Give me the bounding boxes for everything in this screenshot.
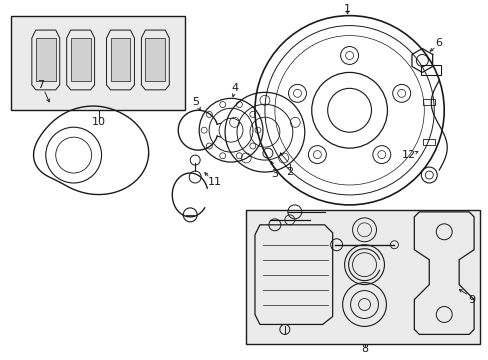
Bar xyxy=(423,139,434,145)
Text: 1: 1 xyxy=(344,4,350,14)
Bar xyxy=(245,210,479,345)
Bar xyxy=(36,38,56,81)
Text: 8: 8 xyxy=(360,345,367,354)
Bar xyxy=(145,38,165,81)
Bar xyxy=(423,99,434,105)
Bar xyxy=(421,66,440,75)
Bar xyxy=(110,38,130,81)
Text: 7: 7 xyxy=(37,80,44,90)
Text: 4: 4 xyxy=(231,84,238,93)
Text: 3: 3 xyxy=(271,169,278,179)
Text: 6: 6 xyxy=(435,37,442,48)
Text: 9: 9 xyxy=(468,294,475,305)
Text: 11: 11 xyxy=(208,177,222,187)
Bar xyxy=(11,15,185,110)
Text: 2: 2 xyxy=(285,167,293,177)
Bar xyxy=(71,38,90,81)
Text: 10: 10 xyxy=(91,117,105,127)
Text: 12: 12 xyxy=(402,150,416,160)
Text: 5: 5 xyxy=(191,97,198,107)
